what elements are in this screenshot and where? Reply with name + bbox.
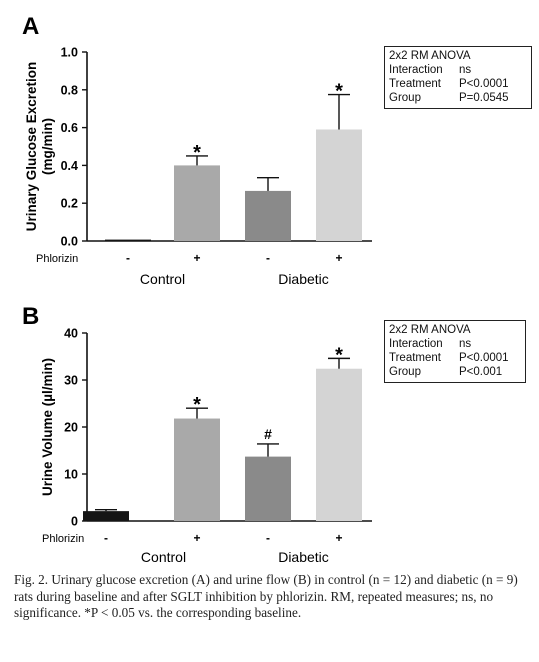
y-tick-label: 40 — [64, 327, 78, 341]
treatment-label: Phlorizin — [42, 533, 84, 545]
group-label: Diabetic — [278, 549, 329, 565]
y-tick-label: 30 — [64, 374, 78, 388]
treatment-mark: + — [335, 531, 342, 545]
stats-title: 2x2 RM ANOVA — [389, 50, 471, 62]
y-axis-label-line: Urinary Glucose Excretion — [24, 62, 39, 232]
bar — [245, 456, 291, 521]
significance-marker: * — [335, 344, 343, 366]
y-axis-label: Urine Volume (µl/min) — [40, 358, 55, 496]
panel-label: A — [22, 13, 39, 40]
significance-marker: * — [335, 81, 343, 103]
y-tick-label: 0 — [71, 515, 78, 529]
y-tick-label: 0.0 — [61, 235, 78, 249]
treatment-mark: + — [193, 531, 200, 545]
bar — [316, 368, 362, 521]
bar — [83, 511, 129, 521]
treatment-mark: + — [193, 251, 200, 265]
y-tick-label: 0.2 — [61, 197, 78, 211]
treatment-mark: - — [266, 251, 270, 265]
bar — [105, 239, 151, 241]
group-label: Control — [141, 549, 186, 565]
stats-row: Interaction ns — [389, 338, 472, 350]
stats-row: Treatment P<0.0001 — [389, 352, 509, 364]
stats-box-a: 2x2 RM ANOVA Interaction ns Treatment P<0.… — [384, 46, 532, 109]
stats-row: Treatment P<0.0001 — [389, 78, 509, 90]
group-label: Control — [140, 271, 185, 287]
bar — [174, 165, 220, 241]
stats-row: Group P<0.001 — [389, 366, 503, 378]
panel-label: B — [22, 303, 39, 330]
bar — [174, 418, 220, 521]
significance-marker: * — [193, 394, 201, 416]
bar — [245, 190, 291, 241]
stats-row: Interaction ns — [389, 64, 472, 76]
y-tick-label: 20 — [64, 421, 78, 435]
stats-title: 2x2 RM ANOVA — [389, 324, 471, 336]
y-axis-label-line: (mg/min) — [40, 118, 55, 175]
bar — [316, 129, 362, 241]
stats-box-b: 2x2 RM ANOVA Interaction ns Treatment P<0.… — [384, 320, 526, 383]
treatment-label: Phlorizin — [36, 253, 78, 265]
treatment-mark: - — [104, 531, 108, 545]
figure-caption: Fig. 2. Urinary glucose excretion (A) an… — [14, 572, 518, 620]
treatment-mark: - — [266, 531, 270, 545]
y-axis-label: Urinary Glucose Excretion(mg/min) — [24, 62, 55, 232]
stats-row: Group P=0.0545 — [389, 92, 509, 104]
significance-marker: * — [193, 142, 201, 164]
treatment-mark: - — [126, 251, 130, 265]
group-label: Diabetic — [278, 271, 329, 287]
significance-marker: # — [264, 426, 272, 442]
treatment-mark: + — [335, 251, 342, 265]
y-tick-label: 10 — [64, 468, 78, 482]
y-tick-label: 0.4 — [61, 159, 78, 173]
y-tick-label: 1.0 — [61, 46, 78, 60]
y-tick-label: 0.8 — [61, 83, 78, 97]
y-tick-label: 0.6 — [61, 121, 78, 135]
